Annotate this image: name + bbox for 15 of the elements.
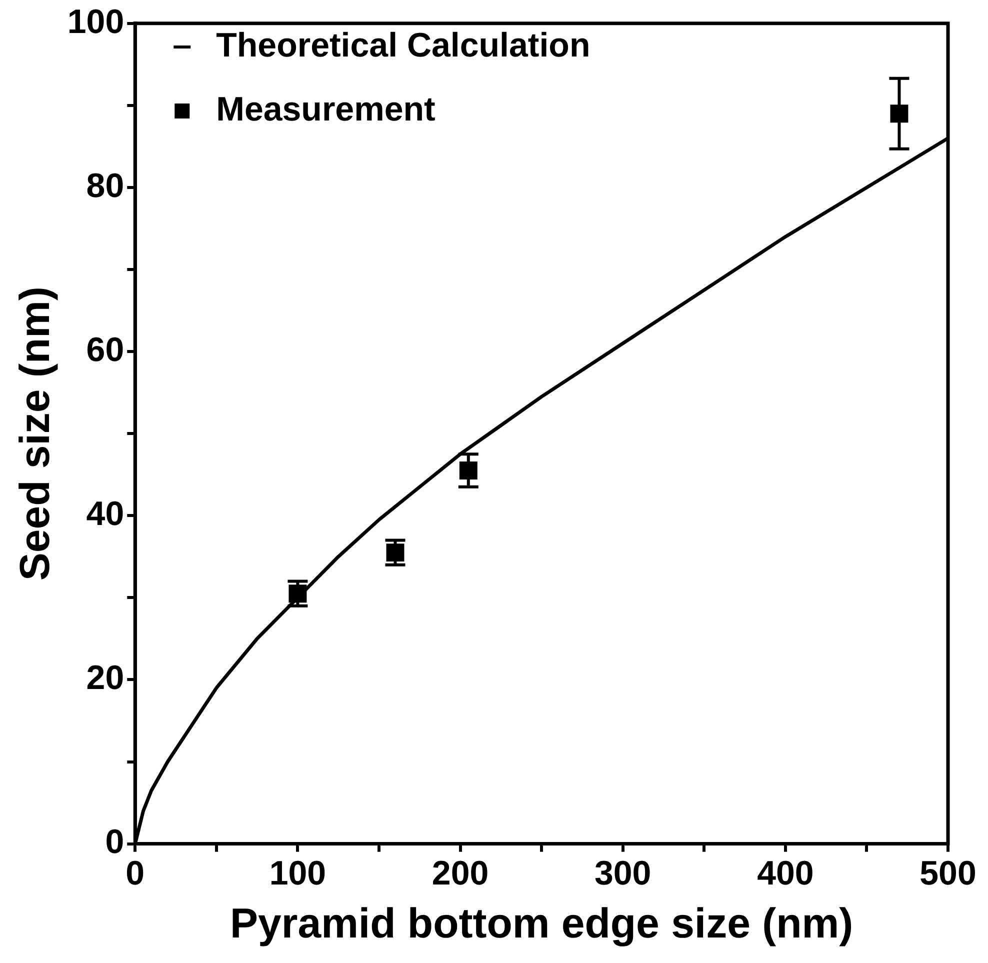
y-tick-label: 0 (105, 823, 124, 862)
x-tick-label: 500 (920, 854, 976, 893)
x-tick-label: 400 (757, 854, 814, 893)
y-tick-label: 20 (86, 659, 124, 698)
x-tick-label: 300 (594, 854, 652, 893)
y-tick-label: 80 (86, 166, 124, 205)
x-tick-label: 100 (269, 854, 326, 893)
legend-label: Measurement (216, 90, 436, 128)
y-tick-label: 60 (86, 330, 124, 369)
x-axis-title: Pyramid bottom edge size (nm) (230, 899, 854, 946)
legend-label: Theoretical Calculation (216, 26, 590, 64)
y-axis-title: Seed size (nm) (10, 286, 58, 581)
y-tick-label: 40 (86, 495, 124, 534)
y-tick-label: 100 (67, 2, 124, 41)
x-tick-label: 200 (432, 854, 489, 893)
